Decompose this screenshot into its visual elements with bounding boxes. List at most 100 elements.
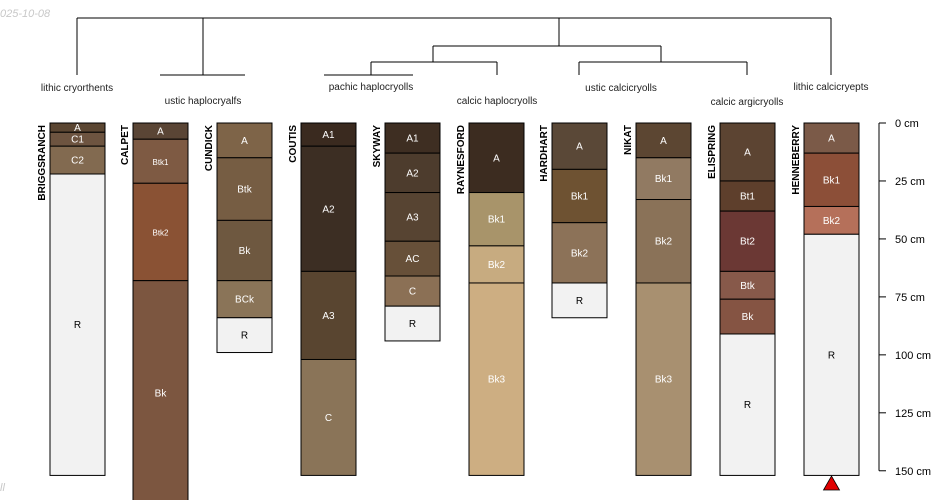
- profile-name: BRIGGSRANCH: [37, 125, 48, 201]
- horizon-label: R: [576, 296, 583, 307]
- horizon-label: A2: [406, 168, 419, 179]
- horizon-block: [719, 210, 776, 272]
- depth-axis-tick-label: 0 cm: [895, 118, 919, 130]
- horizon-label: Bk2: [571, 248, 589, 259]
- horizon-label: Bk1: [823, 175, 841, 186]
- horizon-block: [635, 157, 692, 201]
- horizon-label: C: [325, 413, 332, 424]
- horizon-label: Bk1: [655, 174, 673, 185]
- horizon-block: [803, 205, 860, 235]
- horizon-label: A1: [406, 134, 419, 145]
- corner-mark: ll: [0, 482, 5, 494]
- horizon-block: [384, 240, 441, 277]
- horizon-block: [635, 282, 692, 476]
- depth-axis-tick-label: 25 cm: [895, 176, 925, 188]
- horizon-label: Btk1: [152, 158, 169, 167]
- horizon-block: [216, 280, 273, 319]
- horizon-label: A: [828, 134, 835, 145]
- horizon-block: [49, 145, 106, 175]
- horizon-label: R: [74, 320, 81, 331]
- profile-name: RAYNESFORD: [456, 125, 467, 194]
- horizon-label: R: [241, 331, 248, 342]
- horizon-block: [384, 152, 441, 194]
- horizon-label: Bk1: [488, 215, 506, 226]
- group-label: ustic haplocryalfs: [165, 96, 242, 107]
- horizon-block: [719, 180, 776, 212]
- horizon-label: Bk: [155, 389, 168, 400]
- horizon-block: [132, 280, 189, 500]
- profile-name: CALPET: [120, 125, 131, 165]
- horizon-block: [216, 317, 273, 354]
- horizon-label: Bk: [239, 246, 252, 257]
- group-label: lithic cryorthents: [41, 83, 113, 94]
- horizon-block: [803, 122, 860, 154]
- horizon-label: A: [157, 127, 164, 138]
- horizon-block: [719, 270, 776, 300]
- profile-name: SKYWAY: [372, 125, 383, 168]
- profile-name: NIKAT: [623, 125, 634, 155]
- horizon-label: Bt1: [740, 192, 755, 203]
- horizon-block: [216, 157, 273, 221]
- profile-name: CUNDICK: [204, 124, 215, 171]
- horizon-block: [300, 270, 357, 360]
- group-label: pachic haplocryolls: [329, 82, 414, 93]
- horizon-label: A: [493, 153, 500, 164]
- horizon-label: A: [660, 136, 667, 147]
- profile-name: HENNEBERRY: [791, 125, 802, 195]
- horizon-label: AC: [406, 254, 420, 265]
- depth-axis-tick-label: 125 cm: [895, 408, 931, 420]
- horizon-block: [551, 282, 608, 319]
- horizon-block: [132, 138, 189, 184]
- horizon-label: R: [409, 319, 416, 330]
- horizon-block: [468, 192, 525, 247]
- horizon-block: [635, 199, 692, 284]
- horizon-label: A3: [406, 212, 419, 223]
- horizon-block: [803, 233, 860, 476]
- horizon-label: Bt2: [740, 237, 755, 248]
- horizon-block: [551, 168, 608, 224]
- horizon-block: [384, 305, 441, 342]
- group-label: calcic argicryolls: [711, 97, 784, 108]
- group-label: lithic calcicryepts: [793, 82, 868, 93]
- horizon-label: Bk2: [655, 237, 673, 248]
- horizon-block: [49, 173, 106, 476]
- depth-axis-tick-label: 75 cm: [895, 292, 925, 304]
- horizon-label: C2: [71, 156, 84, 167]
- horizon-block: [300, 145, 357, 272]
- horizon-block: [719, 122, 776, 182]
- horizon-label: A: [744, 147, 751, 158]
- group-label: calcic haplocryolls: [457, 96, 538, 107]
- horizon-label: Bk3: [488, 375, 506, 386]
- horizon-block: [719, 333, 776, 476]
- horizon-label: R: [744, 400, 751, 411]
- horizon-label: C: [409, 287, 416, 298]
- horizon-block: [468, 245, 525, 284]
- horizon-label: Btk2: [152, 228, 169, 237]
- horizon-label: Bk2: [488, 260, 506, 271]
- horizon-label: Bk3: [655, 375, 673, 386]
- horizon-label: Btk: [237, 185, 252, 196]
- horizon-block: [719, 298, 776, 335]
- horizon-label: Bk: [742, 312, 755, 323]
- horizon-block: [132, 182, 189, 282]
- profile-name: HARDHART: [539, 125, 550, 182]
- marker-triangle: [822, 475, 841, 491]
- horizon-label: R: [828, 350, 835, 361]
- horizon-label: Bk1: [571, 192, 589, 203]
- horizon-block: [468, 282, 525, 476]
- horizon-label: A3: [322, 311, 335, 322]
- depth-axis-tick-label: 150 cm: [895, 466, 931, 478]
- horizon-block: [216, 219, 273, 282]
- horizon-block: [551, 122, 608, 170]
- horizon-label: C1: [71, 135, 84, 146]
- profile-name: ELISPRING: [707, 125, 718, 179]
- horizon-label: A: [74, 123, 81, 134]
- horizon-block: [300, 358, 357, 476]
- horizon-label: A1: [322, 130, 335, 141]
- horizon-block: [468, 122, 525, 194]
- profile-name: COUTIS: [288, 125, 299, 163]
- horizon-block: [551, 222, 608, 284]
- depth-axis-tick-label: 100 cm: [895, 350, 931, 362]
- group-label: ustic calcicryolls: [585, 83, 657, 94]
